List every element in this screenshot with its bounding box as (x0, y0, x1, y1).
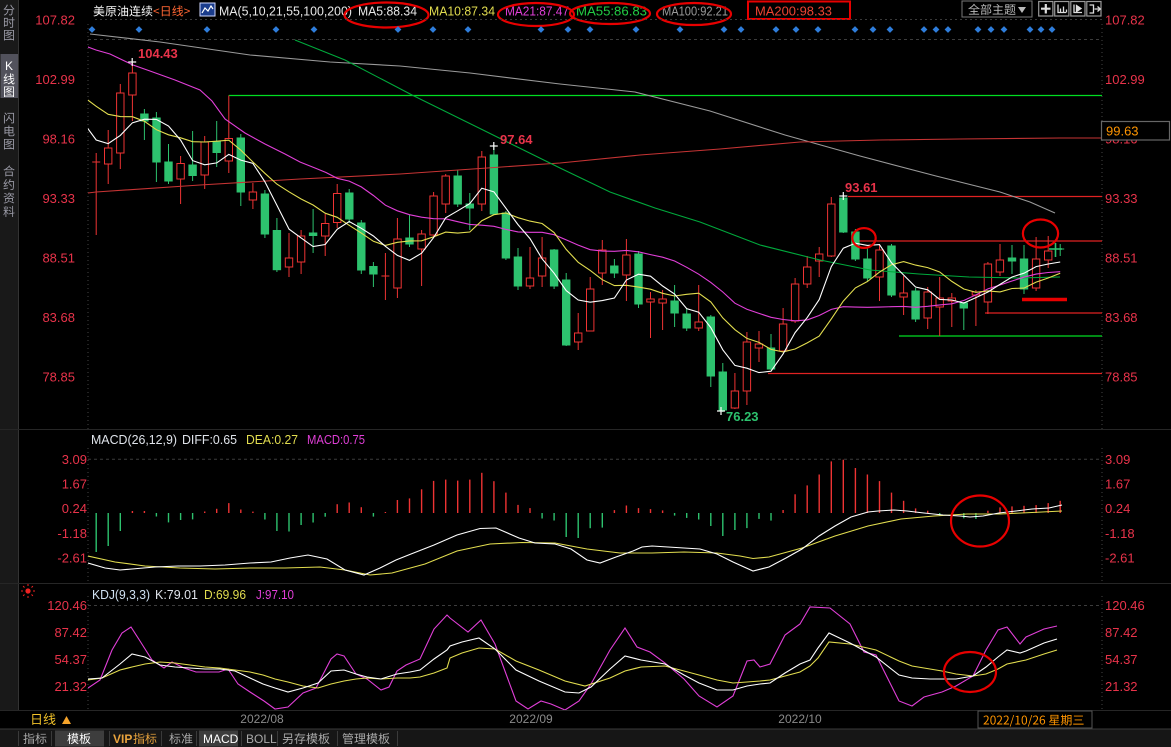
svg-text:54.37: 54.37 (1105, 652, 1138, 667)
svg-text:3.09: 3.09 (62, 452, 87, 467)
svg-text:88.51: 88.51 (42, 251, 75, 266)
svg-text:99.63: 99.63 (1106, 124, 1139, 139)
svg-text:120.46: 120.46 (1105, 598, 1145, 613)
svg-text:3.09: 3.09 (1105, 452, 1130, 467)
svg-text:0.24: 0.24 (62, 501, 87, 516)
svg-text:1.67: 1.67 (62, 477, 87, 492)
svg-text:MA(5,10,21,55,100,200): MA(5,10,21,55,100,200) (219, 4, 352, 19)
svg-text:120.46: 120.46 (47, 598, 87, 613)
svg-text:93.61: 93.61 (845, 180, 878, 195)
svg-text:KDJ(9,3,3): KDJ(9,3,3) (92, 587, 150, 602)
svg-text:93.33: 93.33 (42, 191, 75, 206)
svg-text:2022/09: 2022/09 (509, 712, 553, 726)
svg-text:76.23: 76.23 (726, 409, 759, 424)
svg-text:102.99: 102.99 (35, 72, 75, 87)
svg-text:MA200:98.33: MA200:98.33 (755, 4, 832, 19)
svg-text:93.33: 93.33 (1105, 191, 1138, 206)
svg-text:-1.18: -1.18 (1105, 526, 1135, 541)
svg-text:MACD:0.75: MACD:0.75 (307, 432, 365, 447)
svg-text:88.51: 88.51 (1105, 251, 1138, 266)
svg-text:D:69.96: D:69.96 (204, 587, 246, 602)
svg-text:83.68: 83.68 (42, 310, 75, 325)
svg-text:83.68: 83.68 (1105, 310, 1138, 325)
svg-text:-2.61: -2.61 (1105, 551, 1135, 566)
svg-text:104.43: 104.43 (138, 46, 178, 61)
svg-text:2022/10: 2022/10 (778, 712, 822, 726)
svg-text:MACD(26,12,9): MACD(26,12,9) (91, 432, 177, 447)
svg-text:1.67: 1.67 (1105, 477, 1130, 492)
svg-text:21.32: 21.32 (1105, 679, 1138, 694)
svg-text:K: K (5, 59, 13, 73)
svg-text:107.82: 107.82 (1105, 13, 1145, 28)
svg-text:2022/08: 2022/08 (240, 712, 284, 726)
svg-text:MA55:86.83: MA55:86.83 (576, 4, 647, 19)
svg-text:98.16: 98.16 (42, 132, 75, 147)
svg-text:54.37: 54.37 (54, 652, 87, 667)
svg-text:21.32: 21.32 (54, 679, 87, 694)
svg-text:J:97.10: J:97.10 (256, 587, 294, 602)
svg-text:87.42: 87.42 (54, 625, 87, 640)
svg-text:VIP: VIP (113, 732, 132, 746)
svg-text:MA10:87.34: MA10:87.34 (429, 4, 495, 19)
svg-text:DIFF:0.65: DIFF:0.65 (182, 432, 237, 447)
svg-text:102.99: 102.99 (1105, 72, 1145, 87)
svg-text:DEA:0.27: DEA:0.27 (246, 432, 298, 447)
svg-text:78.85: 78.85 (1105, 370, 1138, 385)
svg-text:MA5:88.34: MA5:88.34 (358, 4, 417, 19)
svg-text:BOLL: BOLL (246, 732, 277, 746)
svg-text:87.42: 87.42 (1105, 625, 1138, 640)
svg-text:107.82: 107.82 (35, 13, 75, 28)
svg-text:-1.18: -1.18 (57, 526, 87, 541)
svg-text:-2.61: -2.61 (57, 551, 87, 566)
svg-text:MA21:87.47: MA21:87.47 (505, 4, 569, 19)
svg-text:MACD: MACD (203, 732, 239, 746)
svg-text:MA100:92.21: MA100:92.21 (662, 4, 728, 19)
svg-text:0.24: 0.24 (1105, 501, 1130, 516)
svg-text:78.85: 78.85 (42, 370, 75, 385)
svg-text:K:79.01: K:79.01 (155, 587, 198, 602)
svg-text:97.64: 97.64 (500, 132, 533, 147)
